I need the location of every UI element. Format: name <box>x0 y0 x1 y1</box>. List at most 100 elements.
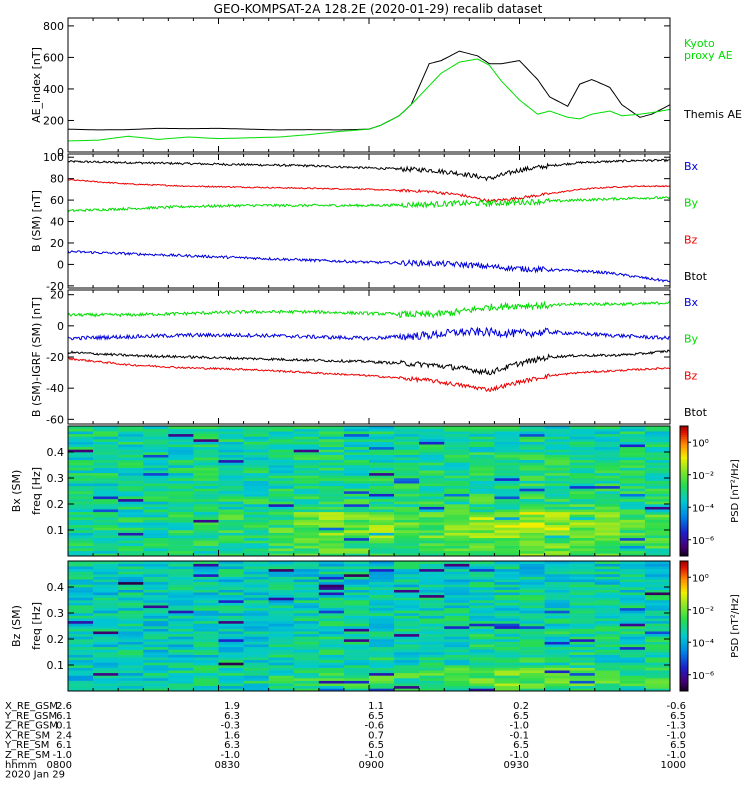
spectrogram-cell <box>594 576 621 580</box>
spectrogram-cell <box>619 467 646 471</box>
spectrogram-cell <box>469 478 495 481</box>
spectrogram-cell <box>293 504 320 507</box>
spectrogram-cell <box>419 613 445 616</box>
spectrogram-cell <box>544 475 570 479</box>
spectrogram-cell <box>444 519 470 523</box>
spectrogram-cell <box>343 459 370 463</box>
spectrogram-cell <box>218 633 244 637</box>
spectrogram-cell <box>469 563 495 567</box>
spectrogram-cell <box>644 509 671 513</box>
spectrogram-cell <box>343 441 370 445</box>
spectrogram-cell <box>394 514 420 518</box>
spectrogram-cell <box>544 654 570 658</box>
spectrogram-cell <box>494 509 520 513</box>
spectrogram-cell <box>619 517 646 520</box>
spectrogram-cell <box>619 527 646 531</box>
spectrogram-cell <box>143 496 169 500</box>
spectrogram-cell <box>93 543 119 546</box>
spectrogram-cell <box>118 436 144 440</box>
spectrogram-cell <box>343 615 370 619</box>
spectrogram-cell <box>594 683 621 687</box>
spectrogram-cell <box>243 436 269 440</box>
spectrogram-cell <box>243 680 269 684</box>
spectrogram-cell <box>619 685 646 689</box>
spectrogram-cell <box>619 579 646 583</box>
colorbar-swatch <box>680 595 688 599</box>
spectrogram-cell <box>343 646 370 650</box>
spectrogram-cell <box>93 545 119 549</box>
spectrogram-cell <box>519 532 545 536</box>
spectrogram-cell <box>243 527 269 531</box>
spectrogram-cell <box>644 561 671 564</box>
spectrogram-cell <box>143 470 169 474</box>
spectrogram-cell <box>494 491 520 494</box>
spectrogram-cell <box>193 485 219 489</box>
spectrogram-cell <box>193 602 219 606</box>
spectrogram-cell <box>318 472 345 476</box>
spectrogram-cell <box>118 667 144 671</box>
spectrogram-cell <box>93 678 119 681</box>
spectrogram-cell <box>469 667 495 671</box>
spectrogram-cell <box>143 543 169 546</box>
spectrogram-cell <box>93 592 119 596</box>
colorbar-tick-label: 10⁻⁶ <box>692 671 714 682</box>
spectrogram-cell <box>494 646 520 650</box>
spectrogram-cell <box>394 579 420 583</box>
spectrogram-cell <box>218 509 244 513</box>
spectrogram-cell <box>419 667 445 671</box>
spectrogram-cell <box>243 493 269 497</box>
spectrogram-cell <box>494 607 520 611</box>
spectrogram-cell <box>494 641 520 645</box>
spectrogram-cell <box>93 483 119 487</box>
spectrogram-cell <box>444 631 470 635</box>
spectrogram-cell <box>218 675 244 679</box>
spectrogram-cell <box>93 498 119 502</box>
spectrogram-cell <box>218 522 244 526</box>
spectrogram-cell <box>118 462 144 466</box>
spectrogram-cell <box>118 519 144 523</box>
colorbar-swatch <box>680 493 688 496</box>
spectrogram-cell <box>243 457 269 461</box>
spectrogram-cell <box>419 454 445 458</box>
spectrogram-cell <box>193 594 219 598</box>
spectrogram-cell <box>193 605 219 609</box>
ephemeris-value: 0900 <box>359 760 384 771</box>
spectrogram-cell <box>519 548 545 552</box>
spectrogram-cell <box>619 633 646 637</box>
spectrogram-cell <box>243 639 269 642</box>
spectrogram-cell <box>168 475 194 479</box>
spectrogram-cell <box>218 646 244 650</box>
spectrogram-cell <box>243 483 269 487</box>
spectrogram-cell <box>218 654 244 658</box>
spectrogram-cell <box>519 444 545 448</box>
spectrogram-cell <box>268 620 295 624</box>
spectrogram-cell <box>118 636 144 640</box>
spectrogram-cell <box>519 431 545 435</box>
spectrogram-cell <box>93 431 119 435</box>
spectrogram-cell <box>544 457 570 461</box>
spectrogram-cell <box>619 665 646 668</box>
colorbar-swatch <box>680 441 688 444</box>
spectrogram-cell <box>118 652 144 655</box>
spectrogram-cell <box>469 579 495 583</box>
spectrogram-cell <box>68 594 94 598</box>
spectrogram-cell <box>218 470 244 474</box>
colorbar-swatch <box>680 495 688 498</box>
legend-entry: By <box>684 333 699 346</box>
spectrogram-cell <box>68 620 94 624</box>
spectrogram-cell <box>444 683 470 687</box>
spectrogram-cell <box>394 592 420 596</box>
spectrogram-cells <box>68 561 671 692</box>
spectrogram-cell <box>444 426 470 429</box>
spectrogram-cell <box>594 644 621 648</box>
spectrogram-cell <box>394 641 420 645</box>
spectrogram-cell <box>218 514 244 518</box>
spectrogram-cell <box>619 587 646 590</box>
ephemeris-value: -0.6 <box>364 721 384 732</box>
spectrogram-cell <box>544 467 570 471</box>
spectrogram-cell <box>594 652 621 655</box>
spectrogram-cell <box>394 649 420 653</box>
spectrogram-cell <box>619 431 646 435</box>
spectrogram-cell <box>494 446 520 450</box>
spectrogram-cell <box>218 472 244 476</box>
